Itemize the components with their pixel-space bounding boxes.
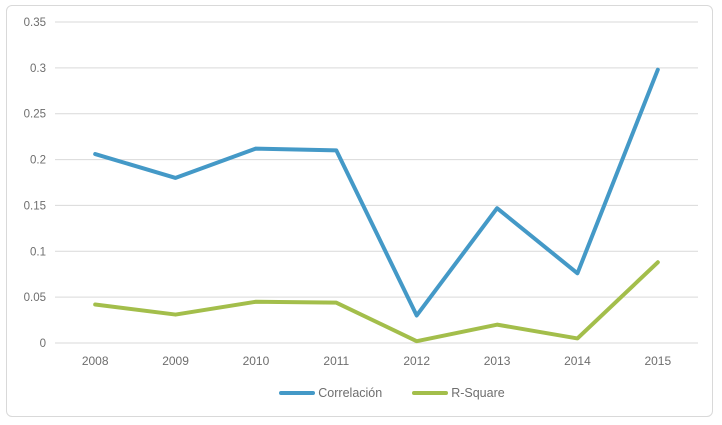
chart-legend: Correlación R-Square [0, 386, 722, 400]
legend-item-rsquare: R-Square [412, 386, 505, 400]
y-tick-label: 0.3 [30, 63, 46, 75]
x-tick-label: 2009 [162, 354, 189, 368]
x-tick-label: 2013 [484, 354, 511, 368]
x-tick-label: 2014 [564, 354, 591, 368]
legend-label-correlacion: Correlación [318, 386, 383, 400]
x-tick-label: 2008 [82, 354, 109, 368]
x-tick-label: 2015 [644, 354, 671, 368]
series-line-R-Square [93, 260, 660, 344]
series-line-Correlación [93, 67, 660, 318]
x-tick-label: 2011 [323, 354, 349, 368]
y-tick-label: 0.15 [24, 200, 46, 212]
y-tick-label: 0 [40, 338, 46, 350]
y-tick-label: 0.2 [30, 155, 46, 167]
legend-item-correlacion: Correlación [279, 386, 382, 400]
y-tick-label: 0.1 [30, 246, 46, 258]
chart-frame [6, 5, 713, 417]
y-tick-label: 0.25 [24, 109, 46, 121]
x-tick-label: 2010 [243, 354, 270, 368]
legend-swatch-correlacion-line [279, 391, 316, 395]
legend-swatch-rsquare-line [412, 391, 449, 395]
y-tick-label: 0.05 [24, 292, 46, 304]
y-tick-label: 0.35 [24, 17, 46, 29]
x-tick-label: 2012 [403, 354, 430, 368]
legend-label-rsquare: R-Square [451, 386, 505, 400]
